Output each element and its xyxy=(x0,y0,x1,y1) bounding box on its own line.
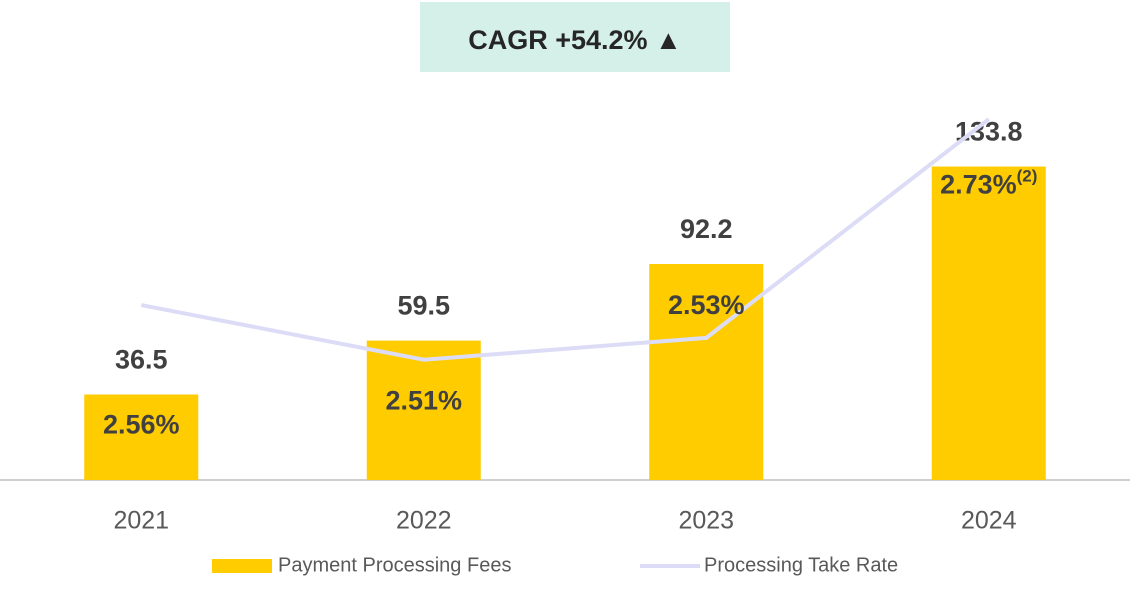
x-tick-label: 2021 xyxy=(113,507,169,535)
legend-swatch xyxy=(212,559,272,573)
line-value-text: 2.51% xyxy=(385,386,462,416)
bar xyxy=(366,340,481,480)
legend-label: Payment Processing Fees xyxy=(278,554,511,576)
x-tick-label: 2022 xyxy=(396,507,452,535)
line-value-label: 2.73%(2) xyxy=(940,167,1037,200)
line-value-label: 2.56% xyxy=(103,410,180,440)
bar-value-label: 36.5 xyxy=(115,345,168,375)
title-badge xyxy=(420,2,730,72)
bar xyxy=(931,166,1046,481)
bar-value-label: 59.5 xyxy=(397,291,450,321)
line-value-text: 2.56% xyxy=(103,410,180,440)
bar xyxy=(649,263,764,480)
bar xyxy=(84,394,199,480)
x-tick-label: 2024 xyxy=(961,507,1017,535)
chart-title: CAGR +54.2% ▲ xyxy=(468,25,682,55)
line-value-label: 2.53% xyxy=(668,290,745,320)
line-value-label: 2.51% xyxy=(385,386,462,416)
footnote-marker: (2) xyxy=(1017,167,1038,186)
line-value-text: 2.73% xyxy=(940,170,1017,200)
line-value-text: 2.53% xyxy=(668,290,745,320)
line xyxy=(140,117,990,362)
legend-label: Processing Take Rate xyxy=(704,554,898,576)
bar-value-label: 92.2 xyxy=(680,214,733,244)
x-tick-label: 2023 xyxy=(678,507,734,535)
